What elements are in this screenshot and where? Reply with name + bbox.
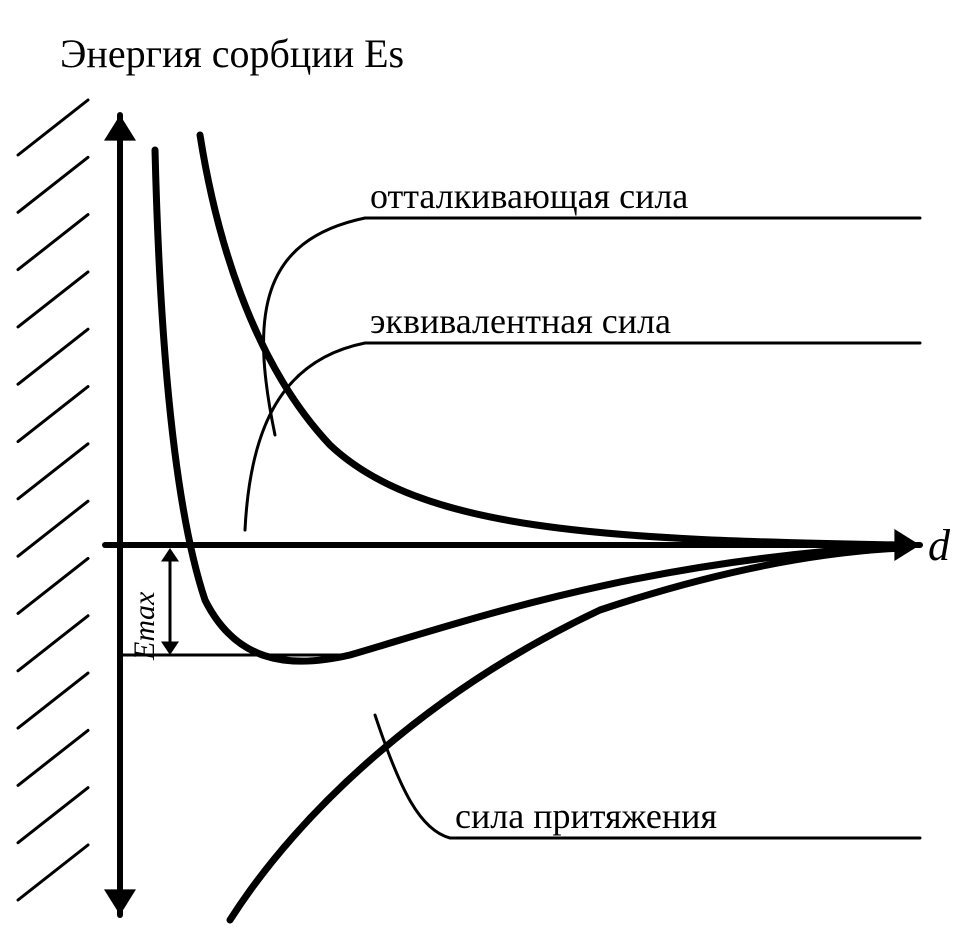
diagram-svg: [0, 0, 972, 944]
diagram-stage: Энергия сорбции Es отталкивающая сила эк…: [0, 0, 972, 944]
